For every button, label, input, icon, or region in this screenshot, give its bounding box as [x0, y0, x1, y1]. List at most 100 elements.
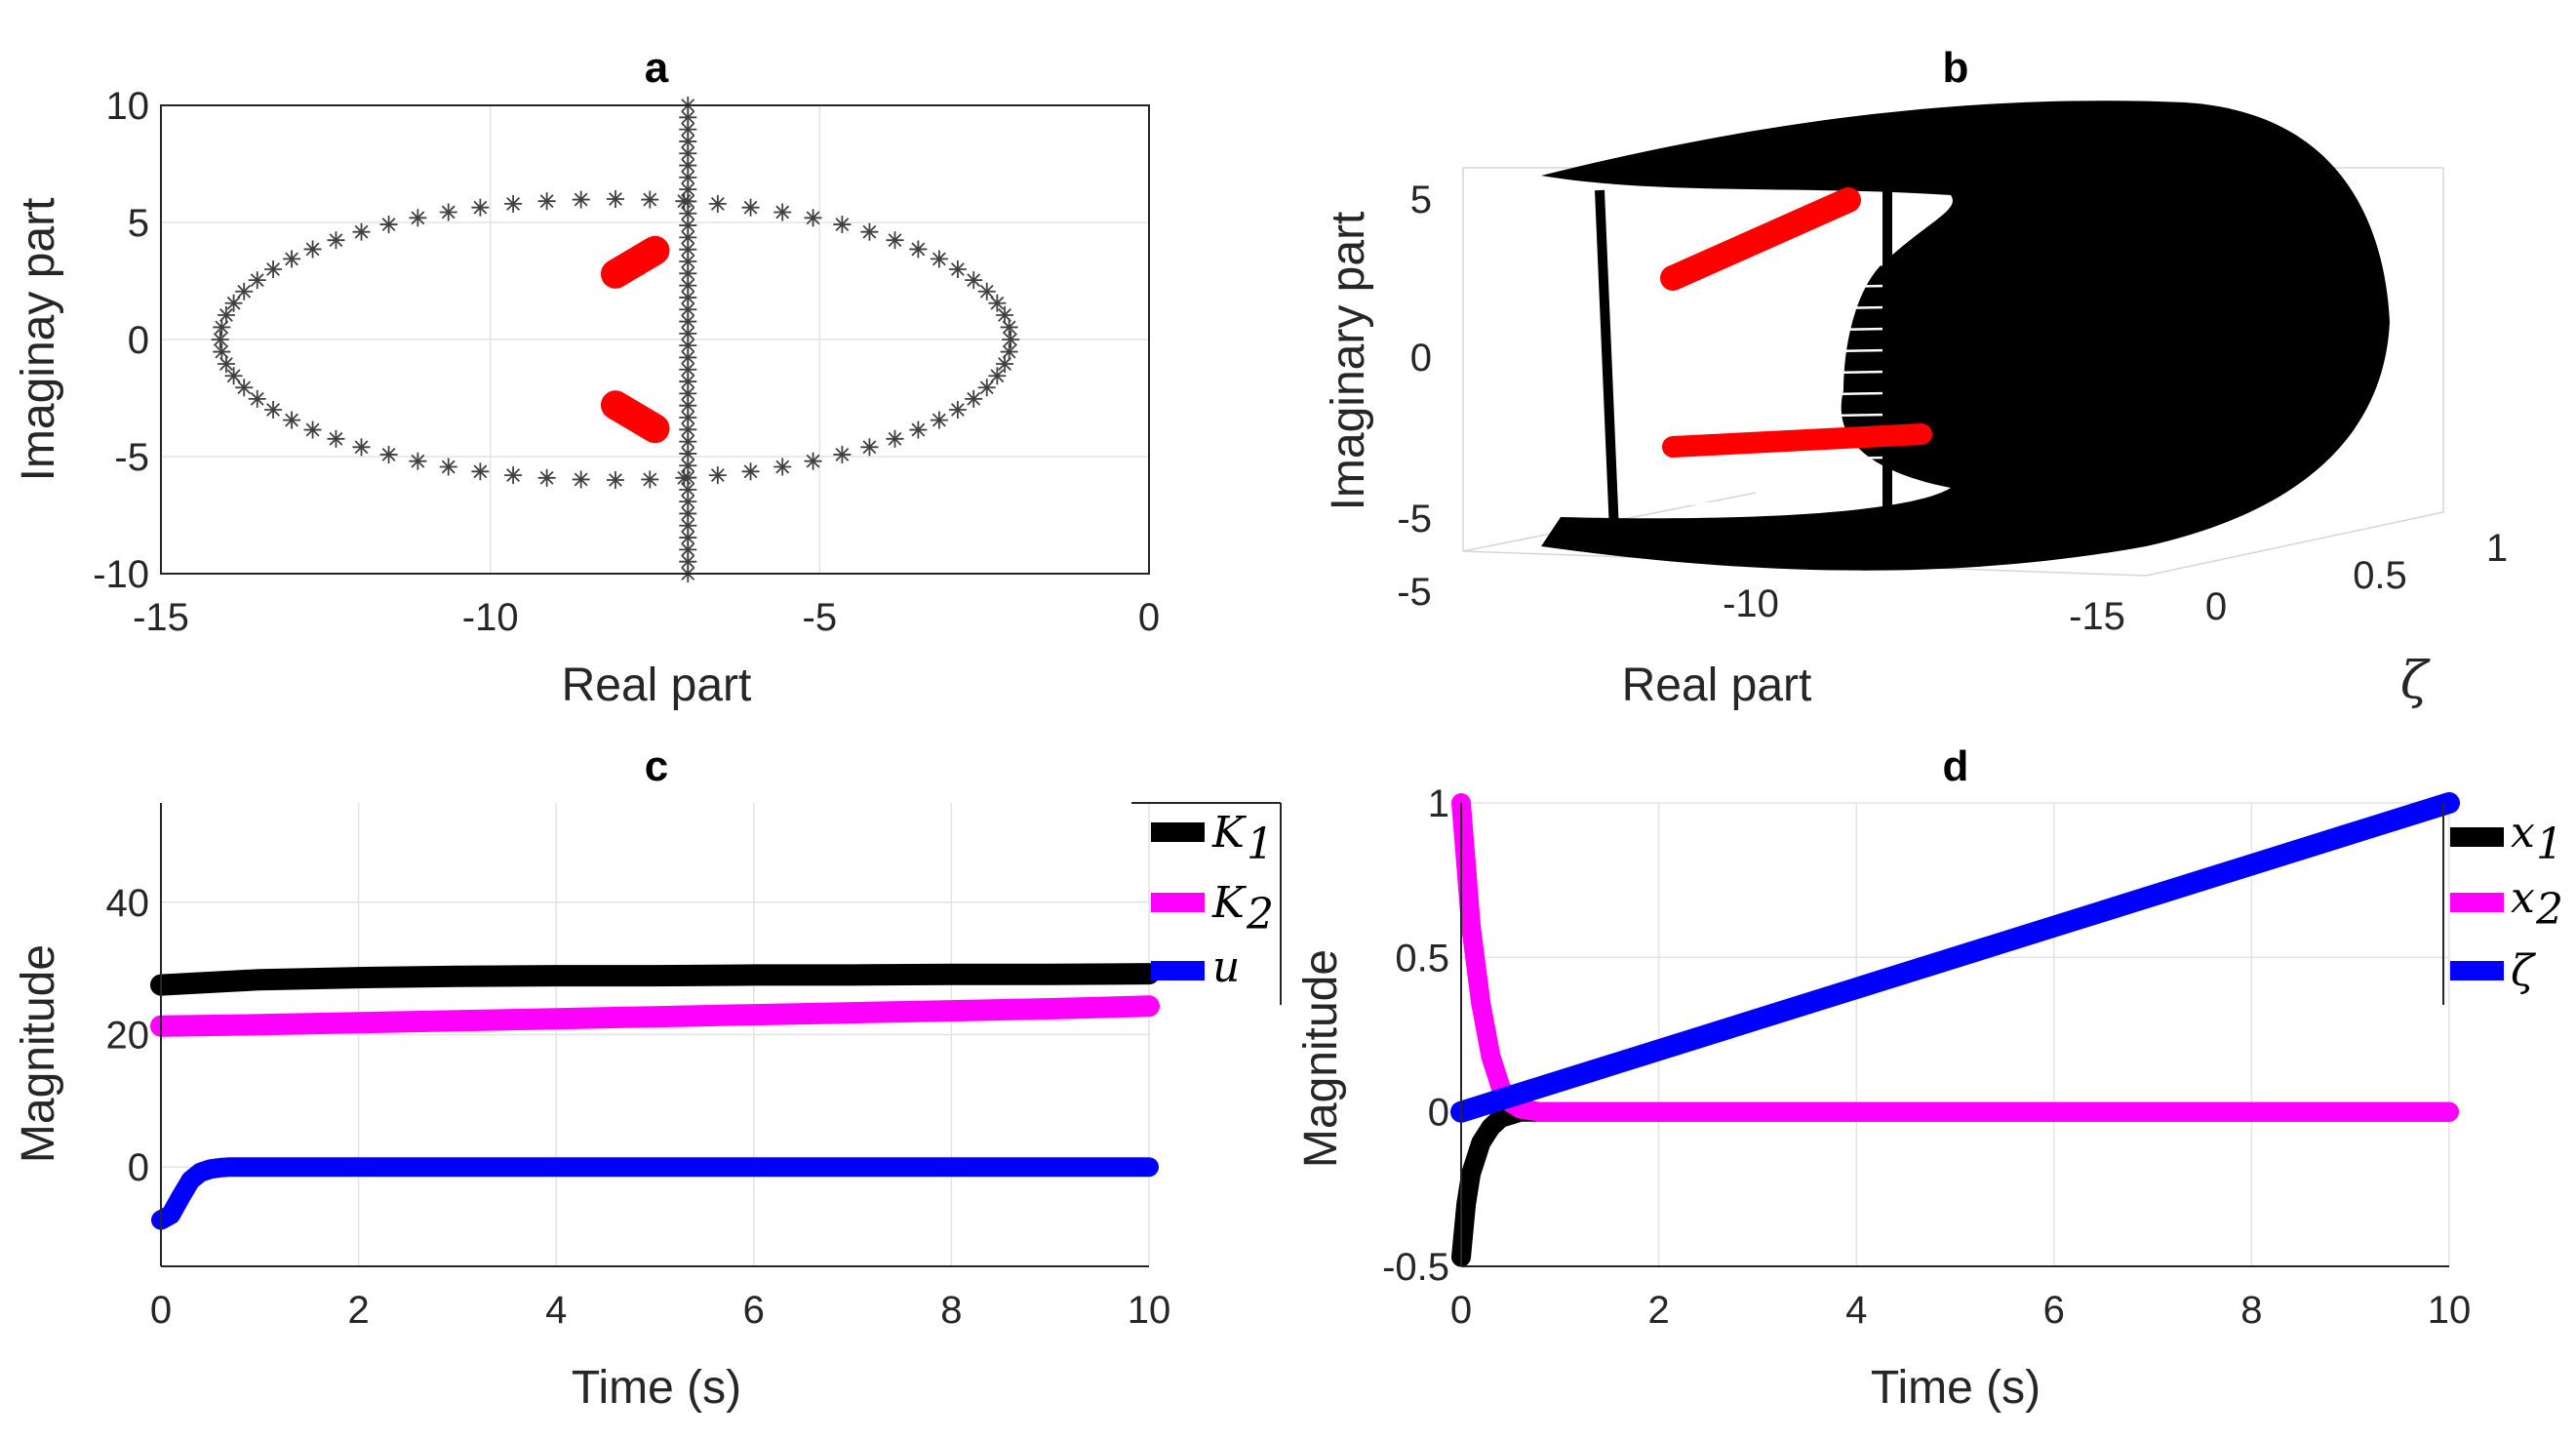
- panel-a-ellipse-point: [235, 282, 254, 300]
- panel-a-ellipse-point: [248, 389, 266, 408]
- panel-c-xlabel: Time (s): [572, 1362, 741, 1414]
- panel-d-xtick: 4: [1845, 1289, 1867, 1332]
- legend-item-x1: x 1: [2450, 808, 2563, 869]
- panel-a-vertical-point: [679, 409, 697, 426]
- panel-a-ellipse-point: [641, 190, 659, 209]
- panel-d-xtick: 6: [2043, 1289, 2065, 1332]
- panel-a-xlabel: Real part: [562, 660, 752, 711]
- panel-a-ellipse-point: [1002, 331, 1020, 348]
- panel-a-vertical-point: [679, 204, 697, 222]
- panel-a-ellipse-point: [860, 438, 879, 457]
- svg-text:K: K: [1211, 808, 1247, 858]
- panel-a-ellipse-point: [572, 190, 590, 209]
- panel-a-ellipse-point: [708, 466, 727, 485]
- panel-a-ellipse-point: [860, 222, 879, 241]
- panel-a-vertical-point: [679, 288, 697, 306]
- svg-text:2: 2: [2535, 885, 2563, 935]
- panel-d-ytick: 0: [1428, 1092, 1449, 1135]
- panel-a-ellipse-point: [439, 458, 457, 476]
- panel-a-ellipse-point: [352, 222, 371, 241]
- svg-text:K: K: [1211, 878, 1247, 928]
- panel-a-ellipse-point: [930, 411, 948, 429]
- panel-a-ellipse-point: [886, 429, 904, 448]
- panel-a-ellipse-point: [948, 260, 967, 278]
- legend-item-zeta: ζ: [2450, 946, 2537, 996]
- svg-text:1: 1: [2536, 820, 2563, 869]
- panel-a-ellipse-point: [504, 194, 523, 213]
- panel-a-vertical-point: [679, 180, 697, 199]
- panel-a-ellipse-point: [708, 194, 727, 213]
- panel-d-series-ζ: [1450, 792, 2460, 1123]
- panel-c-ytick: 0: [128, 1146, 149, 1189]
- panel-a-ytick: 0: [128, 319, 149, 362]
- panel-a-ellipse-point: [606, 471, 624, 489]
- panel-b-ytick: -5: [1397, 498, 1432, 540]
- panel-a-vertical-point: [679, 529, 697, 547]
- legend-item-x2: x 2: [2450, 873, 2563, 935]
- panel-a-ellipse-point: [283, 250, 301, 268]
- panel-a-ellipse-point: [283, 411, 301, 429]
- panel-a-vertical-point: [679, 168, 697, 186]
- panel-a-ellipse-point: [996, 355, 1014, 374]
- panel-c-xtick: 2: [347, 1289, 369, 1332]
- panel-a-ellipse-point: [930, 250, 948, 268]
- panel-a-ellipse-point: [248, 271, 266, 290]
- panel-d: d 0 2 4 6 8 10 -0.500.51 x 1 x 2 ζ Time (s: [1295, 742, 2563, 1414]
- panel-a-ytick: -10: [93, 553, 149, 596]
- panel-a-ellipse-point: [804, 452, 822, 470]
- panel-a-ellipse-point: [965, 389, 983, 408]
- panel-a-xtick: -5: [803, 596, 838, 639]
- panel-c-xtick: 10: [1128, 1289, 1171, 1332]
- panel-a-ellipse-point: [741, 462, 760, 481]
- panel-c-xtick: 0: [150, 1289, 172, 1332]
- panel-a-ellipse-point: [409, 209, 427, 227]
- svg-text:u: u: [1212, 942, 1240, 992]
- panel-a-ellipse-point: [504, 466, 523, 485]
- panel-b: b: [1323, 44, 2508, 711]
- svg-text:x: x: [2511, 873, 2535, 923]
- panel-a-ellipse-point: [965, 271, 983, 290]
- panel-a-xtick: 0: [1138, 596, 1160, 639]
- panel-a-vertical-point: [679, 373, 697, 391]
- panel-a-title: a: [645, 44, 669, 92]
- panel-d-ytick: 1: [1428, 782, 1449, 825]
- panel-d-xtick: 0: [1450, 1289, 1472, 1332]
- panel-a-ellipse-point: [471, 462, 490, 481]
- panel-d-ytick: 0.5: [1395, 937, 1449, 980]
- panel-a-ellipse-point: [217, 305, 235, 324]
- panel-a-ellipse-point: [211, 331, 229, 348]
- panel-a-ytick: 5: [128, 202, 149, 245]
- panel-a-ellipse-point: [1000, 318, 1018, 337]
- panel-d-ytick: -0.5: [1382, 1246, 1449, 1289]
- panel-a-ellipse-point: [977, 282, 996, 300]
- panel-b-red-eigs: [1660, 187, 1932, 458]
- panel-b-ztick: 1: [2486, 527, 2508, 570]
- panel-b-extra-tick: -5: [1397, 571, 1432, 614]
- panel-a-ellipse-point: [909, 240, 928, 259]
- panel-a-ellipse-point: [996, 305, 1014, 324]
- panel-a-xtick: -15: [133, 596, 189, 639]
- panel-a-ellipse-point: [833, 216, 852, 234]
- panel-b-ytick: 0: [1410, 337, 1432, 380]
- panel-a-vertical-point: [679, 552, 697, 571]
- panel-d-xtick: 8: [2240, 1289, 2262, 1332]
- panel-a-ellipse-point: [773, 203, 792, 221]
- panel-a-ytick: -5: [114, 436, 149, 479]
- panel-a-ellipse-point: [537, 192, 556, 211]
- panel-a-ellipse-point: [606, 190, 624, 208]
- panel-a-vertical-point: [679, 253, 697, 270]
- panel-a-ellipse-point: [379, 445, 398, 463]
- panel-a-ellipse-point: [572, 470, 590, 489]
- panel-a-ytick: 10: [106, 85, 150, 128]
- panel-a-ellipse-point: [224, 294, 243, 312]
- panel-a-ellipse-point: [948, 401, 967, 419]
- panel-a-ellipse-point: [264, 260, 283, 278]
- panel-a-ellipse-point: [909, 420, 928, 439]
- panel-a-ellipse-point: [641, 470, 659, 489]
- panel-b-grid-stripes: [1599, 198, 1888, 507]
- panel-a-ellipse-point: [217, 355, 235, 374]
- panel-a-ellipse-point: [471, 198, 490, 217]
- panel-c-ylabel: Magnitude: [13, 944, 64, 1163]
- panel-d-legend: x 1 x 2 ζ: [2442, 803, 2563, 1005]
